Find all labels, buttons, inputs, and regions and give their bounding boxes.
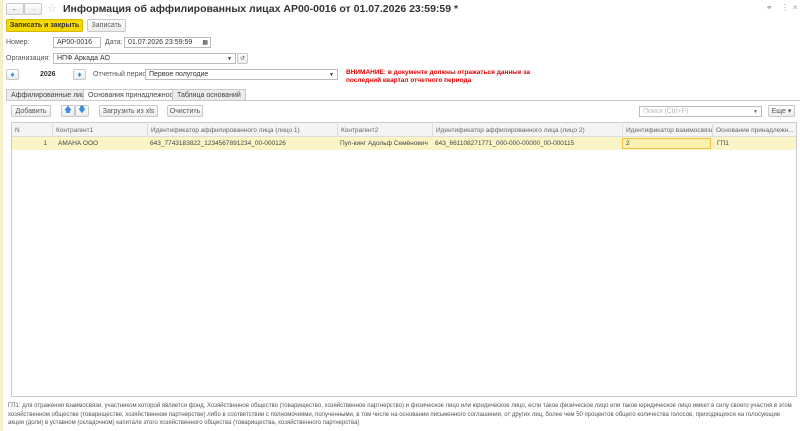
period-label: Отчетный период:	[93, 71, 153, 78]
window-title: Информация об аффилированных лицах АР00-…	[63, 3, 459, 15]
load-xls-button[interactable]: Загрузить из xls	[99, 105, 158, 117]
more-vert-icon[interactable]: ⋮	[781, 3, 789, 12]
org-field[interactable]: НПФ Аркада АО ▼	[53, 53, 236, 64]
move-down-button[interactable]: 🡇	[75, 105, 89, 117]
col-header-counterparty2[interactable]: Контрагент2	[337, 124, 432, 136]
table-row[interactable]	[12, 137, 796, 150]
cell-n[interactable]: 1	[43, 140, 47, 147]
col-header-relation-id[interactable]: Идентификатор взаимосвязи	[622, 124, 712, 136]
col-header-n[interactable]: N	[15, 126, 20, 134]
search-placeholder: Поиск (Ctrl+F)	[643, 108, 689, 115]
warning-line-1: ВНИМАНИЕ: в документе должны отражаться …	[346, 69, 531, 76]
col-header-ground[interactable]: Основание принадлежн...	[712, 124, 796, 136]
cell-ground[interactable]: ГП1	[717, 140, 729, 147]
org-value: НПФ Аркада АО	[57, 55, 110, 62]
number-label: Номер:	[6, 39, 30, 46]
cell-relation-id-input[interactable]: 2	[622, 138, 711, 149]
more-label: Еще	[771, 107, 786, 115]
year-value: 2026	[40, 71, 56, 78]
search-input[interactable]: Поиск (Ctrl+F) ▼	[639, 106, 762, 117]
tab-affiliated[interactable]: Аффилированные лица	[6, 89, 94, 100]
cell-id1[interactable]: 643_7743183822_1234567891234_00-000126	[150, 140, 286, 147]
period-select[interactable]: Первое полугодие ▼	[145, 69, 338, 80]
dropdown-icon[interactable]: ▼	[227, 55, 232, 62]
col-header-id1[interactable]: Идентификатор аффилированного лица (лицо…	[147, 124, 337, 136]
tab-grounds-table[interactable]: Таблица оснований	[172, 89, 246, 100]
prev-year-button[interactable]: ♦	[6, 69, 19, 80]
cell-id2[interactable]: 643_661108271771_000-000-00000_00-000115	[435, 140, 575, 147]
table	[11, 122, 797, 397]
col-header-id2[interactable]: Идентификатор аффилированного лица (лицо…	[432, 124, 622, 136]
dropdown-icon[interactable]: ▼	[329, 71, 334, 78]
warning-text: ВНИМАНИЕ: в документе должны отражаться …	[346, 69, 530, 85]
col-header-counterparty1[interactable]: Контрагент1	[52, 124, 147, 136]
more-button[interactable]: Еще ▾	[768, 105, 795, 117]
date-value: 01.07.2026 23:59:59	[128, 39, 193, 46]
footer-note: ГП1: для отражения взаимосвязи, участник…	[8, 403, 792, 426]
date-label: Дата:	[105, 39, 123, 46]
forward-button[interactable]: →	[24, 3, 42, 15]
back-button[interactable]: ←	[6, 3, 24, 15]
left-edge	[0, 0, 3, 431]
date-field[interactable]: 01.07.2026 23:59:59 ▦	[124, 37, 211, 48]
clear-button[interactable]: Очистить	[167, 105, 203, 117]
close-icon[interactable]: ×	[793, 3, 798, 12]
save-button[interactable]: Записать	[87, 19, 126, 32]
move-up-button[interactable]: 🡅	[61, 105, 75, 117]
table-header-bg	[12, 123, 796, 137]
cell-counterparty2[interactable]: Пуп-кинг Адольф Семёнович	[340, 140, 428, 147]
dropdown-icon[interactable]: ▼	[753, 108, 758, 115]
add-button[interactable]: Добавить	[11, 105, 51, 117]
open-icon[interactable]: ↺	[237, 53, 248, 64]
link-icon[interactable]: ⚭	[766, 3, 773, 12]
calendar-icon[interactable]: ▦	[202, 40, 208, 46]
number-field[interactable]: АР00-0016	[53, 37, 101, 48]
star-icon[interactable]: ☆	[47, 3, 57, 15]
cell-counterparty1[interactable]: АМАНА ООО	[58, 140, 99, 147]
tabs-divider	[6, 100, 800, 101]
save-close-button[interactable]: Записать и закрыть	[6, 19, 83, 32]
next-year-button[interactable]: ♦	[73, 69, 86, 80]
warning-line-2: последний квартал отчетного периода	[346, 77, 472, 84]
period-value: Первое полугодие	[149, 71, 209, 78]
org-label: Организация:	[6, 55, 51, 62]
